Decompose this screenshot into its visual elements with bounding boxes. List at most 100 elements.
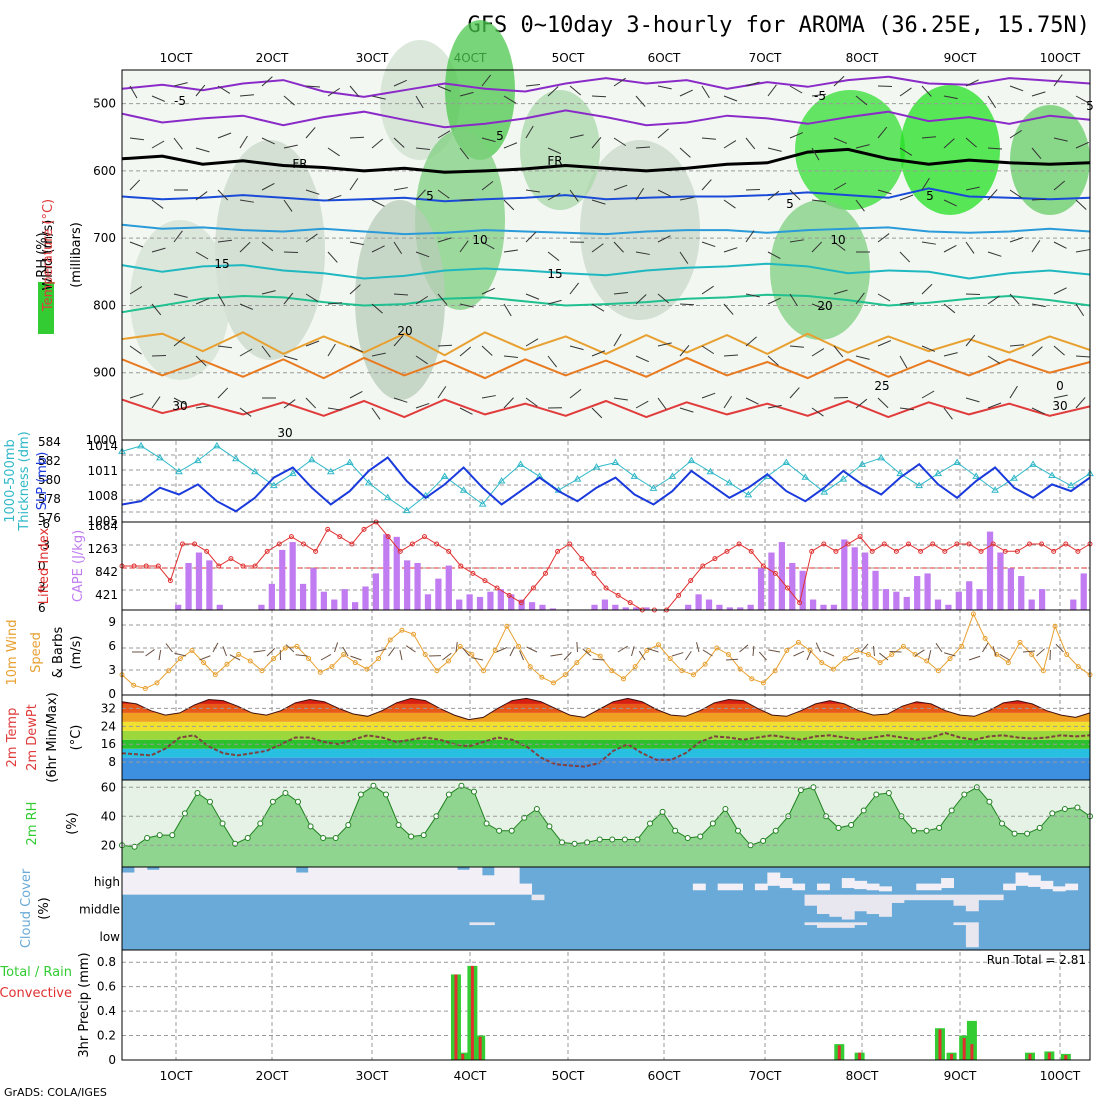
wind-marker <box>959 643 965 649</box>
isotherm-line <box>121 109 1091 129</box>
isotherm-label: 20 <box>397 324 412 338</box>
wind-barb <box>965 137 977 148</box>
wind-barb-10m <box>739 644 749 653</box>
top-tick-label: 2OCT <box>256 51 289 65</box>
wind-marker <box>690 672 696 678</box>
lifted-marker <box>760 563 766 569</box>
lifted-marker <box>797 600 803 606</box>
wind-barb <box>129 241 144 248</box>
cloud-clear-cell <box>221 867 235 895</box>
top-tick-label: 7OCT <box>749 51 782 65</box>
cloud-clear-cell <box>879 894 892 917</box>
rh-marker <box>596 836 603 843</box>
wind-barb <box>767 84 777 97</box>
bottom-tick-label: 8OCT <box>846 1069 879 1083</box>
wind-barb <box>723 140 737 149</box>
lifted-marker <box>155 563 161 569</box>
cape-ylabel: CAPE (J/kg) <box>71 530 86 602</box>
lifted-marker <box>930 541 936 547</box>
lifted-marker <box>1051 548 1057 554</box>
cape-bar <box>445 565 452 610</box>
wind-barb <box>305 293 319 302</box>
cloud-clear-cell <box>122 872 135 895</box>
rh-marker <box>936 824 943 831</box>
upper-ytick: 700 <box>93 231 116 245</box>
wind-barb-10m <box>295 654 308 657</box>
cape-bar <box>383 534 390 610</box>
rh-marker <box>282 790 289 797</box>
wind-marker <box>842 656 848 662</box>
wind-marker <box>352 660 358 666</box>
upper-ytick: 900 <box>93 366 116 380</box>
cloud-clear-cell <box>978 894 992 901</box>
wind-barb <box>1075 355 1091 358</box>
wind-barb <box>591 407 603 419</box>
wind-barb-10m <box>442 652 452 661</box>
temp-ylabel: 2m DewPt <box>25 704 40 771</box>
lifted-marker <box>385 534 391 540</box>
precip-ylabel: Total / Rain <box>0 965 72 980</box>
thickness-marker <box>782 458 791 465</box>
wind-barb <box>679 303 695 306</box>
wind-barb <box>921 136 936 139</box>
lifted-marker <box>688 578 694 584</box>
cape-bar <box>633 607 640 610</box>
cloud-clear-cell <box>457 869 470 895</box>
wind-barb <box>481 180 494 191</box>
wind-marker <box>527 664 533 670</box>
lifted-marker <box>543 570 548 576</box>
wind-barb <box>943 138 955 149</box>
lifted-marker <box>603 585 609 591</box>
wind-barb <box>745 137 756 150</box>
wind-barb <box>1009 344 1024 347</box>
bottom-tick-label: 3OCT <box>356 1069 389 1083</box>
isotherm-line <box>121 331 1091 357</box>
lifted-marker <box>434 541 440 547</box>
wind-barb-10m <box>350 655 362 661</box>
wind-barb <box>1075 249 1090 253</box>
wind-panel <box>119 611 1093 692</box>
thickness-marker <box>459 486 468 493</box>
cape-bar <box>872 570 879 610</box>
rh-shading <box>215 140 325 360</box>
upper-ylabel: (millibars) <box>69 222 84 288</box>
wind-barb <box>569 388 582 399</box>
wind-barb <box>833 182 847 191</box>
bottom-tick-label: 6OCT <box>648 1069 681 1083</box>
wind-barb-10m <box>399 650 403 661</box>
cape-bar <box>1018 576 1025 610</box>
wind-barb-10m <box>334 642 339 653</box>
wind-barb <box>569 134 584 139</box>
wind-barb <box>393 397 408 403</box>
lifted-marker <box>1027 541 1032 547</box>
footer-credit: GrADS: COLA/IGES <box>4 1086 107 1099</box>
temp-bands <box>122 698 1090 780</box>
wind-barb <box>437 130 451 139</box>
wind-barb-10m <box>914 649 925 657</box>
cloud-clear-cell <box>779 878 793 889</box>
thickness-marker <box>1010 474 1018 481</box>
cloud-ylabel: Cloud Cover <box>19 868 34 948</box>
cloud-clear-cell <box>481 922 495 926</box>
wind-barb <box>217 239 232 243</box>
wind-barb-10m <box>462 647 470 657</box>
wind-barb <box>415 147 430 150</box>
cloud-clear-cell <box>941 878 954 889</box>
rh-marker <box>169 832 176 839</box>
wind-barb <box>921 283 933 295</box>
cape-bar <box>466 594 473 610</box>
wind-barb <box>437 293 448 306</box>
cloud-clear-cell <box>792 883 806 891</box>
thickness-marker <box>345 458 354 465</box>
thickness-marker <box>383 493 392 501</box>
wind-barb <box>591 243 604 253</box>
thickness-marker <box>953 458 962 465</box>
wind-barb <box>1053 137 1068 142</box>
cape-panel <box>119 519 1093 613</box>
wind-barb <box>569 282 580 295</box>
lifted-marker <box>1014 548 1020 554</box>
wind-barb <box>327 343 336 357</box>
wind-barb <box>327 251 338 263</box>
wind-barb <box>1031 303 1046 308</box>
lifted-marker <box>954 541 960 547</box>
